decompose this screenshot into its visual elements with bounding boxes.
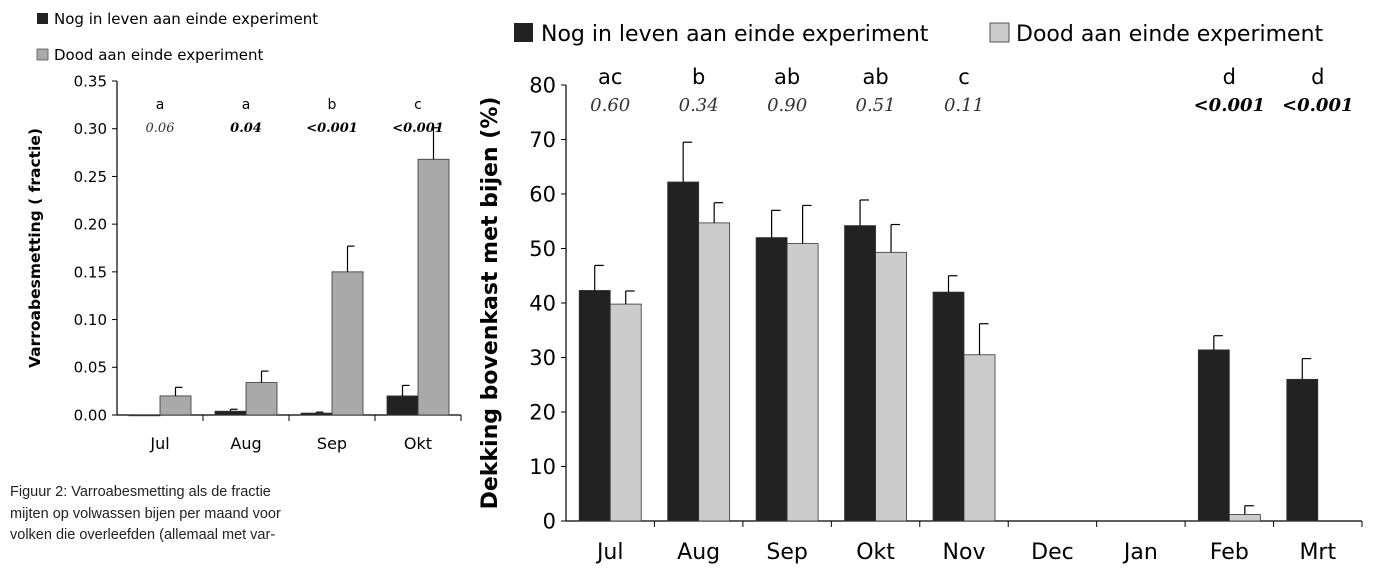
- caption-line: mijten op volwassen bijen per maand voor: [10, 505, 281, 522]
- y-tick-label: 0.30: [74, 120, 107, 138]
- x-tick-label: Mrt: [1299, 540, 1336, 565]
- y-tick-label: 10: [529, 455, 556, 479]
- p-value-label: 0.11: [944, 95, 984, 116]
- x-tick-label: Nov: [943, 540, 986, 565]
- bar-dead: [417, 158, 450, 416]
- x-tick-label: Aug: [677, 540, 720, 565]
- y-tick-label: 0.05: [74, 359, 107, 377]
- significance-letter: b: [692, 65, 705, 89]
- legend-label-alive: Nog in leven aan einde experiment: [541, 22, 929, 47]
- y-axis-title: Dekking bovenkast met bijen (%): [478, 97, 503, 510]
- bar-alive: [1286, 378, 1319, 522]
- figure-caption: Figuur 2: Varroabesmetting als de fracti…: [10, 482, 360, 547]
- p-value-label: 0.51: [856, 95, 896, 116]
- x-tick-label: Aug: [230, 434, 261, 453]
- p-value-label: <0.001: [1282, 95, 1353, 116]
- x-tick-label: Jul: [149, 434, 169, 453]
- bar-alive: [844, 225, 876, 522]
- bar-dead: [786, 243, 819, 522]
- x-tick-label: Jan: [1122, 540, 1158, 565]
- y-tick-label: 20: [529, 401, 556, 425]
- x-tick-label: Sep: [317, 434, 347, 453]
- bar-dead: [245, 382, 278, 416]
- y-tick-label: 0: [543, 510, 556, 534]
- significance-letter: d: [1311, 65, 1324, 89]
- x-tick-label: Dec: [1031, 540, 1074, 565]
- legend-label-alive: Nog in leven aan einde experiment: [54, 10, 318, 28]
- legend-swatch-dead: [989, 22, 1010, 43]
- significance-letter: c: [414, 97, 422, 113]
- y-tick-label: 80: [529, 74, 556, 98]
- bar-dead: [698, 222, 731, 522]
- x-tick-label: Okt: [856, 540, 895, 565]
- significance-letter: ac: [598, 65, 622, 89]
- x-tick-label: Sep: [766, 540, 807, 565]
- significance-letter: ab: [774, 65, 800, 89]
- significance-letter: ab: [862, 65, 888, 89]
- significance-letter: a: [156, 97, 165, 113]
- y-tick-label: 0.00: [74, 406, 107, 424]
- y-tick-label: 30: [529, 346, 556, 370]
- legend-label-dead: Dood aan einde experiment: [1016, 22, 1324, 47]
- bar-dead: [609, 303, 642, 522]
- y-tick-label: 50: [529, 237, 556, 261]
- bar-alive: [128, 414, 161, 417]
- x-tick-label: Jul: [595, 540, 624, 565]
- caption-line: Figuur 2: Varroabesmetting als de fracti…: [10, 484, 271, 500]
- y-tick-label: 0.25: [74, 168, 107, 186]
- legend-swatch-alive: [37, 13, 48, 24]
- bar-alive: [667, 181, 700, 522]
- p-value-label: 0.06: [146, 121, 175, 136]
- p-value-label: <0.001: [1194, 95, 1265, 116]
- bar-alive: [578, 290, 611, 522]
- left-chart-varroa: 0.00 0.05 0.10 0.15 0.20 0.25 0.30 0.35 Varroabe…: [26, 10, 462, 453]
- significance-letter: a: [242, 97, 251, 113]
- caption-line: volken die overleefden (allemaal met var…: [10, 527, 276, 543]
- y-tick-label: 0.10: [74, 311, 107, 329]
- x-tick-label: Feb: [1210, 540, 1249, 565]
- y-tick-label: 60: [529, 183, 556, 207]
- bar-alive: [932, 291, 965, 522]
- significance-letter: b: [328, 97, 337, 113]
- p-value-label: 0.60: [590, 95, 630, 116]
- p-value-label: 0.04: [230, 121, 262, 136]
- p-value-label: <0.001: [392, 121, 444, 136]
- legend-swatch-dead: [36, 48, 49, 61]
- p-value-label: 0.90: [767, 95, 807, 116]
- y-tick-label: 0.35: [74, 72, 107, 90]
- y-tick-label: 0.15: [74, 263, 107, 281]
- significance-letter: c: [958, 65, 970, 89]
- bar-dead: [1228, 514, 1261, 522]
- y-tick-label: 40: [529, 292, 556, 316]
- significance-letter: d: [1223, 65, 1236, 89]
- p-value-label: 0.34: [679, 95, 719, 116]
- legend-label-dead: Dood aan einde experiment: [54, 46, 264, 64]
- x-tick-label: Okt: [404, 434, 432, 453]
- y-tick-label: 0.20: [74, 216, 107, 234]
- y-axis-title: Varroabesmetting ( fractie): [26, 128, 44, 368]
- legend-swatch-alive: [514, 23, 533, 42]
- bar-dead: [963, 354, 996, 522]
- bar-alive: [755, 237, 788, 522]
- y-tick-label: 70: [529, 128, 556, 152]
- bar-alive: [1197, 349, 1230, 522]
- bar-dead: [875, 251, 907, 522]
- p-value-label: <0.001: [306, 121, 358, 136]
- bar-dead: [331, 271, 364, 416]
